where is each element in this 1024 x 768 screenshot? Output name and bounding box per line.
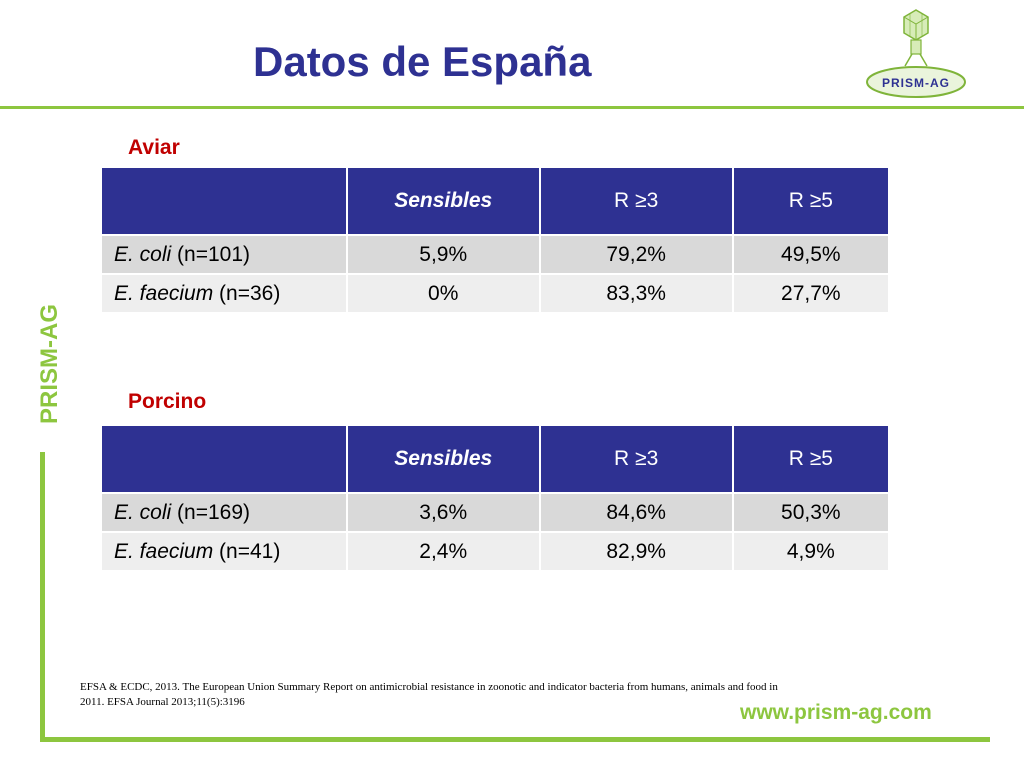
table-row: E. coli (n=101) 5,9% 79,2% 49,5% bbox=[102, 236, 888, 273]
aviar-table: Sensibles R ≥3 R ≥5 E. coli (n=101) 5,9%… bbox=[100, 166, 890, 314]
header-empty-cell bbox=[102, 168, 346, 234]
table-row: E. faecium (n=36) 0% 83,3% 27,7% bbox=[102, 275, 888, 312]
value-cell: 50,3% bbox=[733, 494, 888, 531]
value-cell: 83,3% bbox=[540, 275, 732, 312]
organism-cell: E. coli (n=101) bbox=[102, 236, 346, 273]
organism-cell: E. faecium (n=36) bbox=[102, 275, 346, 312]
reference-citation: EFSA & ECDC, 2013. The European Union Su… bbox=[80, 681, 778, 708]
header-r3: R ≥3 bbox=[540, 168, 732, 234]
footer-url-link[interactable]: www.prism-ag.com bbox=[740, 701, 932, 724]
page-title: Datos de España bbox=[253, 38, 592, 85]
table-row: E. coli (n=169) 3,6% 84,6% 50,3% bbox=[102, 494, 888, 531]
table-header-row: Sensibles R ≥3 R ≥5 bbox=[102, 426, 888, 492]
title-divider bbox=[0, 106, 1024, 109]
sample-size: (n=101) bbox=[171, 242, 250, 266]
sample-size: (n=169) bbox=[171, 500, 250, 524]
section-label-porcino: Porcino bbox=[128, 390, 207, 413]
value-cell: 5,9% bbox=[347, 236, 539, 273]
prism-ag-logo: PRISM-AG bbox=[866, 9, 966, 98]
value-cell: 4,9% bbox=[733, 533, 888, 570]
value-cell: 84,6% bbox=[540, 494, 732, 531]
sample-size: (n=41) bbox=[213, 539, 281, 563]
porcino-table: Sensibles R ≥3 R ≥5 E. coli (n=169) 3,6%… bbox=[100, 424, 890, 572]
value-cell: 3,6% bbox=[347, 494, 539, 531]
organism-name: E. coli bbox=[114, 242, 172, 266]
header-r3: R ≥3 bbox=[540, 426, 732, 492]
organism-name: E. faecium bbox=[114, 281, 214, 305]
value-cell: 49,5% bbox=[733, 236, 888, 273]
organism-name: E. faecium bbox=[114, 539, 214, 563]
value-cell: 27,7% bbox=[733, 275, 888, 312]
header-sensibles: Sensibles bbox=[347, 168, 539, 234]
value-cell: 2,4% bbox=[347, 533, 539, 570]
organism-name: E. coli bbox=[114, 500, 172, 524]
sample-size: (n=36) bbox=[213, 281, 281, 305]
value-cell: 82,9% bbox=[540, 533, 732, 570]
value-cell: 0% bbox=[347, 275, 539, 312]
logo-text: PRISM-AG bbox=[882, 76, 950, 90]
table-row: E. faecium (n=41) 2,4% 82,9% 4,9% bbox=[102, 533, 888, 570]
value-cell: 79,2% bbox=[540, 236, 732, 273]
side-brand-label: PRISM-AG bbox=[36, 304, 63, 424]
header-r5: R ≥5 bbox=[733, 426, 888, 492]
section-label-aviar: Aviar bbox=[128, 136, 180, 159]
left-frame-line bbox=[40, 452, 45, 742]
organism-cell: E. faecium (n=41) bbox=[102, 533, 346, 570]
table-header-row: Sensibles R ≥3 R ≥5 bbox=[102, 168, 888, 234]
header-empty-cell bbox=[102, 426, 346, 492]
organism-cell: E. coli (n=169) bbox=[102, 494, 346, 531]
header-sensibles: Sensibles bbox=[347, 426, 539, 492]
bottom-frame-line bbox=[40, 737, 990, 742]
header-r5: R ≥5 bbox=[733, 168, 888, 234]
